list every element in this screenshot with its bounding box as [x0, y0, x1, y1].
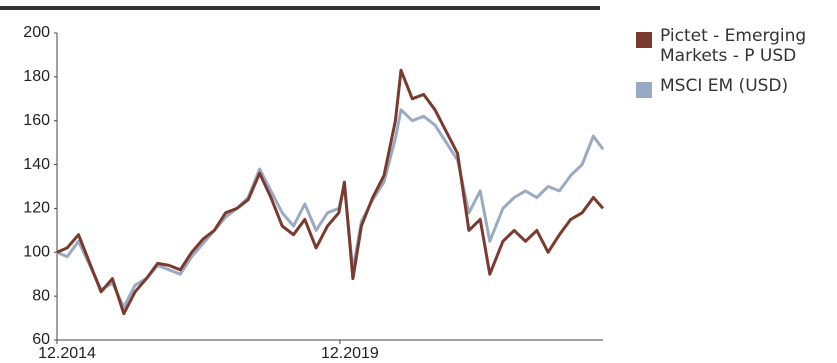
y-tick-label: 140 [23, 156, 50, 173]
legend-swatch [636, 32, 652, 48]
legend-swatch [636, 82, 652, 98]
y-tick-label: 100 [23, 244, 50, 261]
y-tick-label: 160 [23, 112, 50, 129]
series-line [56, 68, 605, 316]
x-tick-label: 12.2019 [321, 345, 379, 362]
legend-item: Pictet - Emerging Markets - P USD [636, 26, 836, 66]
y-tick-label: 180 [23, 68, 50, 85]
legend-label: Pictet - Emerging Markets - P USD [660, 26, 807, 66]
series-line [56, 108, 605, 309]
y-tick-label: 200 [23, 24, 50, 41]
legend-label: MSCI EM (USD) [660, 76, 789, 96]
x-tick-label: 12.2014 [38, 345, 96, 362]
legend-item: MSCI EM (USD) [636, 76, 836, 98]
y-tick-label: 60 [32, 331, 50, 348]
y-tick-label: 120 [23, 200, 50, 217]
y-tick-label: 80 [32, 287, 50, 304]
legend: Pictet - Emerging Markets - P USD MSCI EM… [636, 26, 836, 108]
